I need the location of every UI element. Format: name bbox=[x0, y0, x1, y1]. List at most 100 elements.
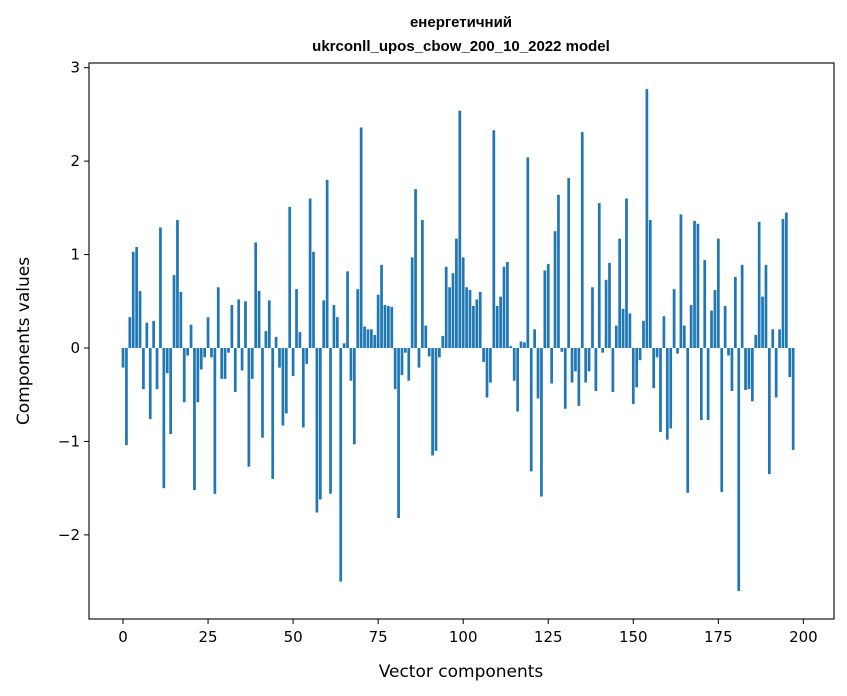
bar bbox=[404, 348, 407, 353]
plot-frame bbox=[88, 62, 835, 620]
bar bbox=[264, 331, 268, 349]
bar bbox=[308, 198, 312, 349]
bar bbox=[278, 348, 281, 368]
bar bbox=[216, 287, 220, 349]
bar bbox=[182, 348, 186, 403]
bar bbox=[652, 348, 656, 389]
bar bbox=[261, 348, 264, 438]
bar bbox=[574, 348, 577, 372]
bar bbox=[720, 348, 724, 492]
bar bbox=[703, 260, 707, 349]
bar bbox=[744, 348, 747, 391]
bar bbox=[342, 343, 346, 349]
bar bbox=[543, 270, 547, 349]
bar bbox=[550, 348, 554, 384]
bar bbox=[325, 179, 329, 349]
x-axis-label: Vector components bbox=[379, 662, 544, 682]
bar bbox=[594, 348, 598, 391]
bar bbox=[506, 262, 509, 349]
bar bbox=[352, 348, 356, 445]
bar bbox=[444, 266, 448, 349]
bar bbox=[400, 348, 404, 376]
bar bbox=[764, 264, 768, 349]
bar bbox=[424, 325, 428, 349]
bar bbox=[407, 348, 411, 381]
bar bbox=[193, 348, 196, 491]
bar bbox=[516, 348, 519, 412]
bar bbox=[475, 299, 479, 349]
bar bbox=[380, 264, 383, 349]
bar bbox=[781, 219, 785, 348]
bar bbox=[359, 127, 363, 349]
bar bbox=[791, 348, 795, 450]
bar bbox=[461, 257, 465, 349]
bar bbox=[642, 320, 645, 349]
bar bbox=[387, 305, 390, 349]
bar bbox=[655, 348, 659, 358]
bar bbox=[230, 305, 234, 348]
bar bbox=[448, 287, 451, 349]
bar bbox=[672, 289, 676, 349]
bar bbox=[284, 348, 288, 414]
x-tick-label: 200 bbox=[789, 628, 818, 646]
x-tick-label: 0 bbox=[118, 628, 128, 646]
bar bbox=[519, 341, 523, 349]
bar bbox=[577, 348, 581, 406]
bar bbox=[563, 348, 567, 409]
bar bbox=[492, 130, 496, 349]
bar bbox=[676, 348, 679, 354]
bar bbox=[482, 348, 485, 363]
bar bbox=[335, 317, 339, 349]
bar bbox=[369, 329, 373, 349]
y-tick-label: 3 bbox=[70, 59, 80, 77]
bar bbox=[315, 348, 319, 513]
bar bbox=[346, 271, 349, 349]
bar bbox=[713, 290, 717, 349]
bar bbox=[686, 348, 690, 493]
bar bbox=[233, 348, 237, 392]
x-tick-label: 50 bbox=[284, 628, 303, 646]
bar bbox=[757, 221, 761, 349]
bar bbox=[254, 242, 258, 349]
bar bbox=[220, 348, 224, 379]
x-tick-label: 100 bbox=[449, 628, 478, 646]
bar bbox=[291, 348, 295, 377]
bar bbox=[165, 348, 169, 374]
y-axis-ticks: −2 −1 0 1 2 3 bbox=[58, 59, 89, 544]
bar bbox=[138, 291, 142, 349]
bar bbox=[499, 296, 502, 348]
bar bbox=[152, 320, 155, 349]
bar bbox=[210, 348, 213, 358]
bar bbox=[121, 348, 125, 368]
bar bbox=[458, 110, 462, 349]
bar bbox=[580, 132, 584, 349]
bar bbox=[570, 348, 574, 383]
bar bbox=[281, 348, 285, 426]
bar bbox=[288, 206, 292, 349]
bar bbox=[751, 348, 754, 402]
x-tick-label: 75 bbox=[369, 628, 388, 646]
bar bbox=[421, 219, 424, 349]
bar bbox=[295, 289, 298, 349]
bar bbox=[145, 322, 149, 349]
bar bbox=[244, 301, 247, 349]
bar bbox=[213, 348, 217, 494]
bar bbox=[393, 348, 397, 390]
bar bbox=[608, 262, 611, 349]
bar bbox=[584, 348, 588, 383]
bar bbox=[247, 348, 251, 467]
bar bbox=[451, 273, 455, 349]
chart-title-line-2: ukrconll_upos_cbow_200_10_2022 model bbox=[312, 38, 610, 55]
bar bbox=[237, 299, 241, 349]
bar bbox=[169, 348, 172, 434]
bar bbox=[553, 231, 557, 349]
x-axis-ticks: 0 25 50 75 100 125 150 175 200 bbox=[118, 619, 818, 646]
chart-title-line-1: енергетичний bbox=[410, 14, 512, 31]
bar bbox=[727, 348, 730, 356]
bar bbox=[631, 348, 635, 405]
bar bbox=[509, 346, 513, 349]
bar bbox=[761, 296, 764, 348]
bar bbox=[778, 329, 781, 349]
x-tick-label: 125 bbox=[534, 628, 563, 646]
bar bbox=[635, 348, 639, 388]
